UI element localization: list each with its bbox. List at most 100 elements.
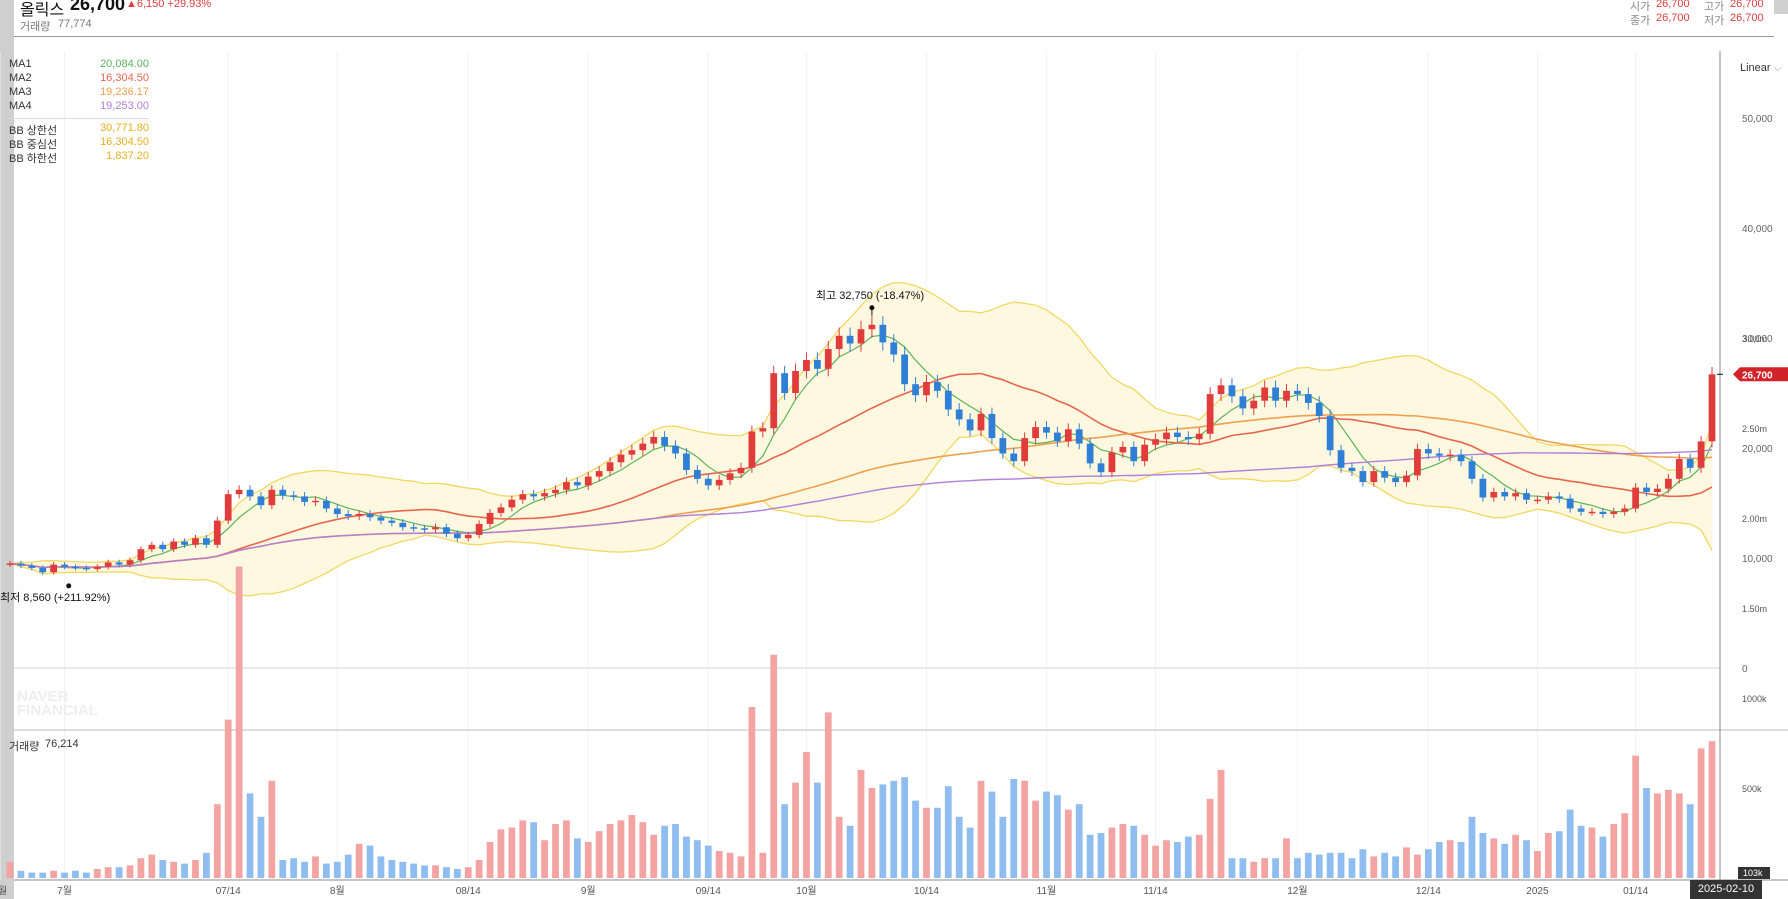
candle-body [639, 443, 647, 451]
x-tick-label: 09/14 [696, 886, 721, 897]
volume-bar [443, 867, 450, 878]
volume-bar [1250, 861, 1258, 878]
volume-bar [1544, 833, 1552, 878]
candle-body [1195, 433, 1203, 440]
volume-bar [617, 820, 625, 878]
volume-badge-bg [1738, 867, 1770, 879]
volume-bar [464, 867, 472, 878]
candle-body [584, 476, 592, 486]
candle-body [1610, 511, 1618, 514]
chevron-down-icon: ⌵ [1773, 62, 1782, 74]
legend-bb-middle-value: 16,304.50 [100, 136, 149, 148]
candle-body [1708, 374, 1716, 442]
volume-bar [1403, 847, 1410, 878]
candle-body [301, 496, 308, 502]
volume-bar [1032, 800, 1039, 878]
volume-bar [530, 822, 538, 878]
candle-body [988, 413, 996, 439]
legend-ma4[interactable]: MA4 19,253.00 [9, 100, 149, 114]
candle-body [650, 437, 658, 444]
volume-bar [475, 860, 483, 878]
candle-body [595, 471, 603, 477]
legend-ma2[interactable]: MA2 16,304.50 [9, 72, 149, 86]
candle-body [901, 354, 909, 385]
low-annotation: 최저 8,560 (+211.92%) [0, 591, 110, 604]
candle-body [1315, 402, 1323, 417]
candle-body [770, 373, 778, 429]
x-tick-label: 11월 [1037, 885, 1057, 897]
volume-bar [661, 825, 668, 878]
y-tick-label: 20,000 [1742, 444, 1773, 455]
candle-body [1119, 446, 1127, 453]
candle-body [748, 431, 756, 468]
candle-body [573, 482, 581, 486]
volume-bar [1337, 852, 1345, 878]
candle-body [148, 544, 156, 550]
volume-bar [1621, 813, 1629, 878]
candle-body [410, 527, 418, 529]
volume-panel-value: 76,214 [45, 738, 79, 750]
candle-body [1054, 432, 1061, 442]
candle-body [50, 564, 58, 573]
volume-bar [1348, 858, 1356, 878]
candle-body [824, 349, 832, 369]
candle-body [552, 489, 559, 494]
candle-body [1283, 390, 1290, 401]
legend-ma1-name: MA1 [9, 58, 32, 70]
volume-bar [573, 838, 581, 878]
candle-body [1032, 427, 1039, 439]
volume-bar [1424, 849, 1432, 878]
candle-body [1588, 511, 1596, 514]
candle-body [737, 467, 745, 474]
volume-bar [1108, 827, 1116, 878]
volume-bar [137, 858, 145, 878]
candle-body [966, 419, 974, 431]
x-tick-label: 08/14 [456, 886, 481, 897]
candle-body [1239, 396, 1247, 409]
candle-body [530, 494, 538, 497]
volume-bar [355, 843, 363, 878]
candle-body [944, 390, 952, 410]
candle-body [355, 514, 363, 517]
volume-bar [955, 816, 963, 878]
legend-bb-upper[interactable]: BB 상한선 30,771.80 [9, 122, 149, 137]
legend-ma4-name: MA4 [9, 100, 32, 112]
candle-body [192, 538, 199, 545]
volume-bar [224, 719, 232, 878]
volume-tick-label: 1.50m [1742, 604, 1767, 614]
volume-bar [410, 863, 418, 878]
x-tick-label: 11/14 [1143, 886, 1168, 897]
y-tick-label: 50,000 [1742, 114, 1773, 125]
volume-bar [1697, 748, 1705, 878]
volume-bar [366, 845, 374, 878]
volume-bar [824, 712, 832, 878]
legend-ma3-value: 19,236.17 [100, 86, 149, 98]
candle-body [497, 507, 505, 513]
legend-bb-lower[interactable]: BB 하한선 1,837.20 [9, 150, 149, 165]
volume-bar [72, 870, 79, 878]
candle-body [661, 437, 668, 446]
scale-type-selector[interactable]: Linear ⌵ [1740, 62, 1782, 75]
candle-body [1075, 429, 1083, 444]
volume-bar [1141, 834, 1149, 878]
volume-bar [606, 824, 614, 878]
volume-tick-label: 2.50m [1742, 424, 1767, 434]
candle-body [846, 335, 854, 344]
volume-bar [1304, 852, 1312, 878]
candle-body [126, 560, 134, 565]
candle-body [1392, 477, 1399, 483]
legend-ma1[interactable]: MA1 20,084.00 [9, 58, 149, 72]
volume-bar [1555, 831, 1563, 878]
x-tick-label: 07/14 [216, 886, 241, 897]
candle-body [683, 453, 690, 470]
legend-ma3[interactable]: MA3 19,236.17 [9, 86, 149, 100]
legend-bb-middle[interactable]: BB 중심선 16,304.50 [9, 136, 149, 151]
candle-body [508, 499, 516, 508]
volume-bar [1599, 836, 1607, 878]
volume-bar [1010, 779, 1018, 878]
volume-bar [1490, 838, 1498, 878]
bollinger-band-fill [10, 282, 1712, 596]
candle-body [1468, 461, 1476, 479]
volume-bar [181, 863, 188, 878]
